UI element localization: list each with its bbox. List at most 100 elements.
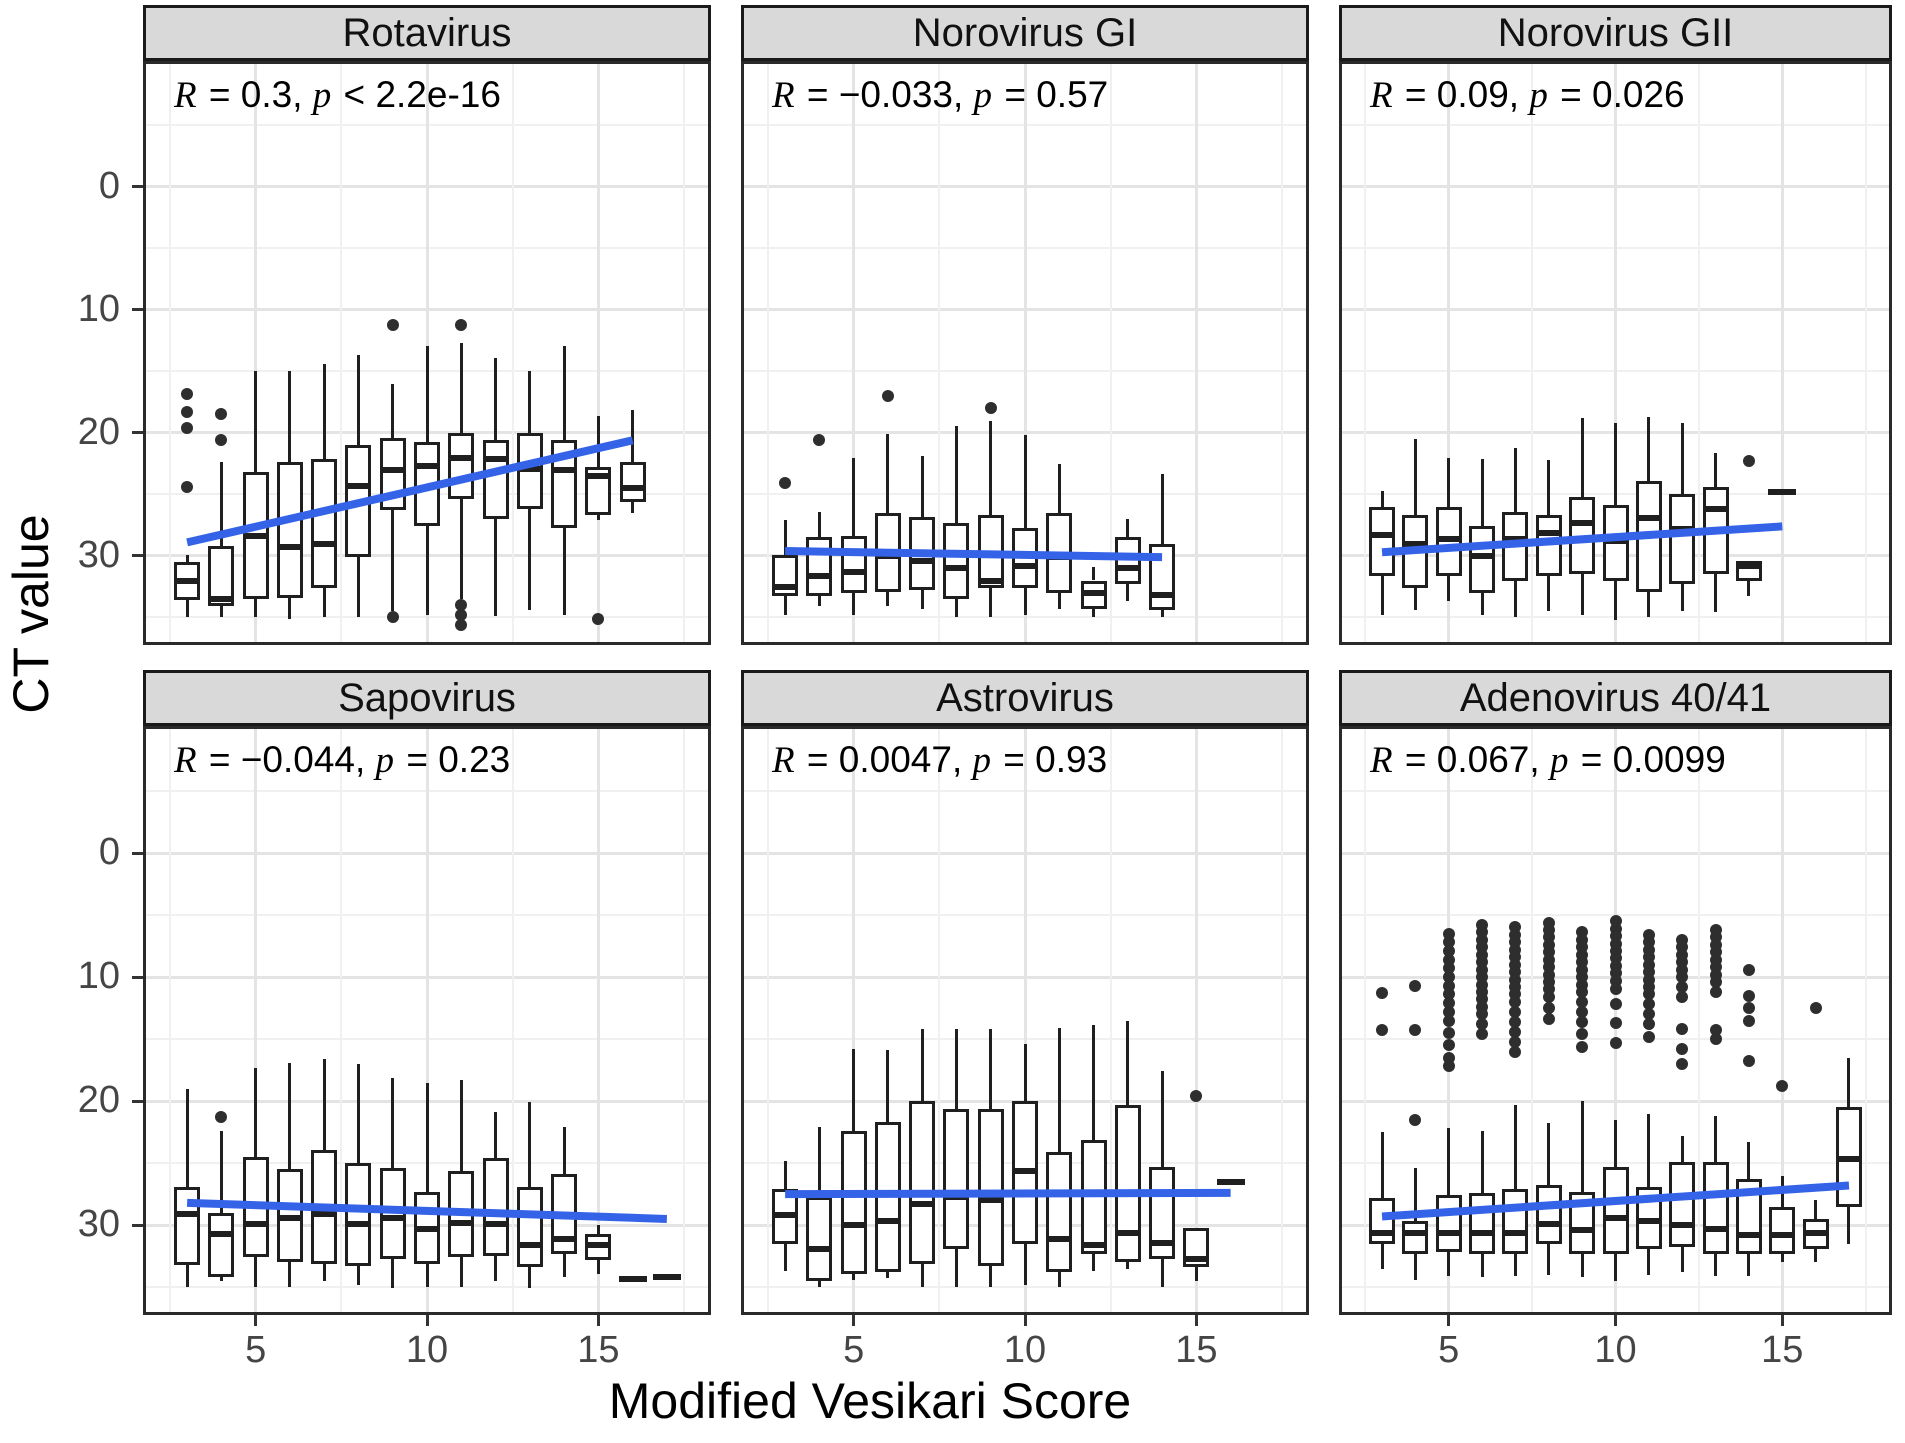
upper-whisker	[989, 420, 993, 516]
outlier-point	[1476, 1028, 1489, 1041]
x-tick-mark	[425, 1315, 429, 1326]
upper-whisker	[1447, 457, 1451, 507]
y-tick-mark	[132, 975, 143, 979]
y-tick-label: 0	[98, 831, 120, 874]
boxplot-median	[448, 1219, 475, 1226]
upper-whisker	[391, 1077, 395, 1169]
upper-whisker	[1513, 1104, 1517, 1190]
boxplot-median	[482, 455, 509, 462]
boxplot-box	[619, 462, 646, 502]
outlier-point	[455, 618, 468, 631]
single-observation-dash	[1768, 488, 1797, 495]
boxplot-box	[1149, 543, 1176, 611]
upper-whisker	[1680, 423, 1684, 495]
outlier-point	[1809, 1002, 1822, 1015]
upper-whisker	[954, 425, 958, 523]
boxplot-median	[1735, 562, 1762, 569]
boxplot-box	[242, 1156, 269, 1258]
upper-whisker	[989, 1029, 993, 1109]
upper-whisker	[1023, 435, 1027, 528]
upper-whisker	[322, 364, 326, 459]
gridline-major-x	[852, 729, 856, 1312]
gridline-major-x	[425, 729, 429, 1312]
x-tick-mark	[1023, 1315, 1027, 1326]
boxplot-box	[174, 1186, 201, 1265]
lower-whisker	[954, 598, 958, 618]
lower-whisker	[459, 1257, 463, 1288]
outlier-point	[1742, 1055, 1755, 1068]
outlier-point	[1642, 1018, 1655, 1031]
lower-whisker	[1126, 1262, 1130, 1269]
y-tick-mark	[132, 554, 143, 558]
outlier-point	[779, 477, 792, 490]
lower-whisker	[1680, 1247, 1684, 1273]
boxplot-box	[1769, 1206, 1796, 1254]
boxplot-median	[1149, 1239, 1176, 1246]
boxplot-median	[1735, 1232, 1762, 1239]
upper-whisker	[425, 1082, 429, 1192]
outlier-point	[1509, 1015, 1522, 1028]
lower-whisker	[254, 1257, 258, 1288]
boxplot-median	[1535, 529, 1562, 536]
outlier-point	[984, 402, 997, 415]
lower-whisker	[1160, 610, 1164, 618]
x-tick-label: 15	[1761, 1329, 1804, 1371]
upper-whisker	[596, 415, 600, 468]
facet-panel-astrovirus: R = 0.0047, p = 0.93	[741, 726, 1309, 1315]
outlier-point	[1742, 963, 1755, 976]
upper-whisker	[1614, 423, 1617, 506]
outlier-point	[1676, 1043, 1689, 1056]
lower-whisker	[1447, 575, 1451, 602]
x-tick-mark	[1447, 1315, 1451, 1326]
boxplot-median	[345, 1220, 372, 1227]
boxplot-median	[1802, 1229, 1829, 1236]
upper-whisker	[783, 520, 787, 555]
upper-whisker	[185, 1088, 189, 1187]
single-observation-dash	[1216, 1178, 1245, 1185]
upper-whisker	[631, 409, 635, 463]
lower-whisker	[459, 499, 463, 599]
upper-whisker	[1780, 1175, 1784, 1207]
lower-whisker	[1092, 608, 1096, 618]
outlier-point	[1742, 1002, 1755, 1015]
facet-strip-adenovirus-40-41: Adenovirus 40/41	[1339, 670, 1892, 726]
outlier-point	[215, 1111, 228, 1124]
y-tick-label: 10	[77, 955, 120, 998]
boxplot-median	[1669, 1222, 1696, 1229]
boxplot-median	[482, 1220, 509, 1227]
outlier-point	[1676, 990, 1689, 1003]
lower-whisker	[254, 598, 258, 618]
upper-whisker	[1160, 1071, 1164, 1167]
boxplot-median	[1469, 1229, 1496, 1236]
lower-whisker	[989, 587, 993, 618]
upper-whisker	[1580, 418, 1584, 497]
outlier-point	[215, 408, 228, 421]
x-tick-label: 5	[1438, 1329, 1460, 1371]
lower-whisker	[1194, 1267, 1198, 1281]
lower-whisker	[920, 1263, 924, 1288]
lower-whisker	[954, 1248, 958, 1288]
facet-title-adenovirus-40-41: Adenovirus 40/41	[1459, 675, 1772, 720]
facet-strip-sapovirus: Sapovirus	[143, 670, 711, 726]
gridline-minor-x	[938, 64, 941, 642]
outlier-point	[881, 390, 894, 403]
boxplot-box	[806, 1196, 833, 1281]
boxplot-box	[345, 1163, 372, 1267]
boxplot-median	[448, 454, 475, 461]
lower-whisker	[1614, 580, 1617, 620]
boxplot-box	[448, 1170, 475, 1258]
boxplot-median	[1702, 1225, 1729, 1232]
boxplot-box	[1669, 1161, 1696, 1248]
x-tick-label: 15	[1175, 1329, 1218, 1371]
outlier-point	[1409, 1113, 1422, 1126]
lower-whisker	[185, 600, 189, 618]
outlier-point	[1742, 455, 1755, 468]
upper-whisker	[356, 355, 360, 446]
boxplot-box	[840, 536, 867, 593]
lower-whisker	[562, 1253, 566, 1278]
gridline-minor-x	[1364, 64, 1367, 642]
upper-whisker	[1413, 1168, 1417, 1222]
lower-whisker	[1747, 1253, 1751, 1276]
lower-whisker	[1413, 1253, 1417, 1280]
boxplot-median	[977, 577, 1004, 584]
